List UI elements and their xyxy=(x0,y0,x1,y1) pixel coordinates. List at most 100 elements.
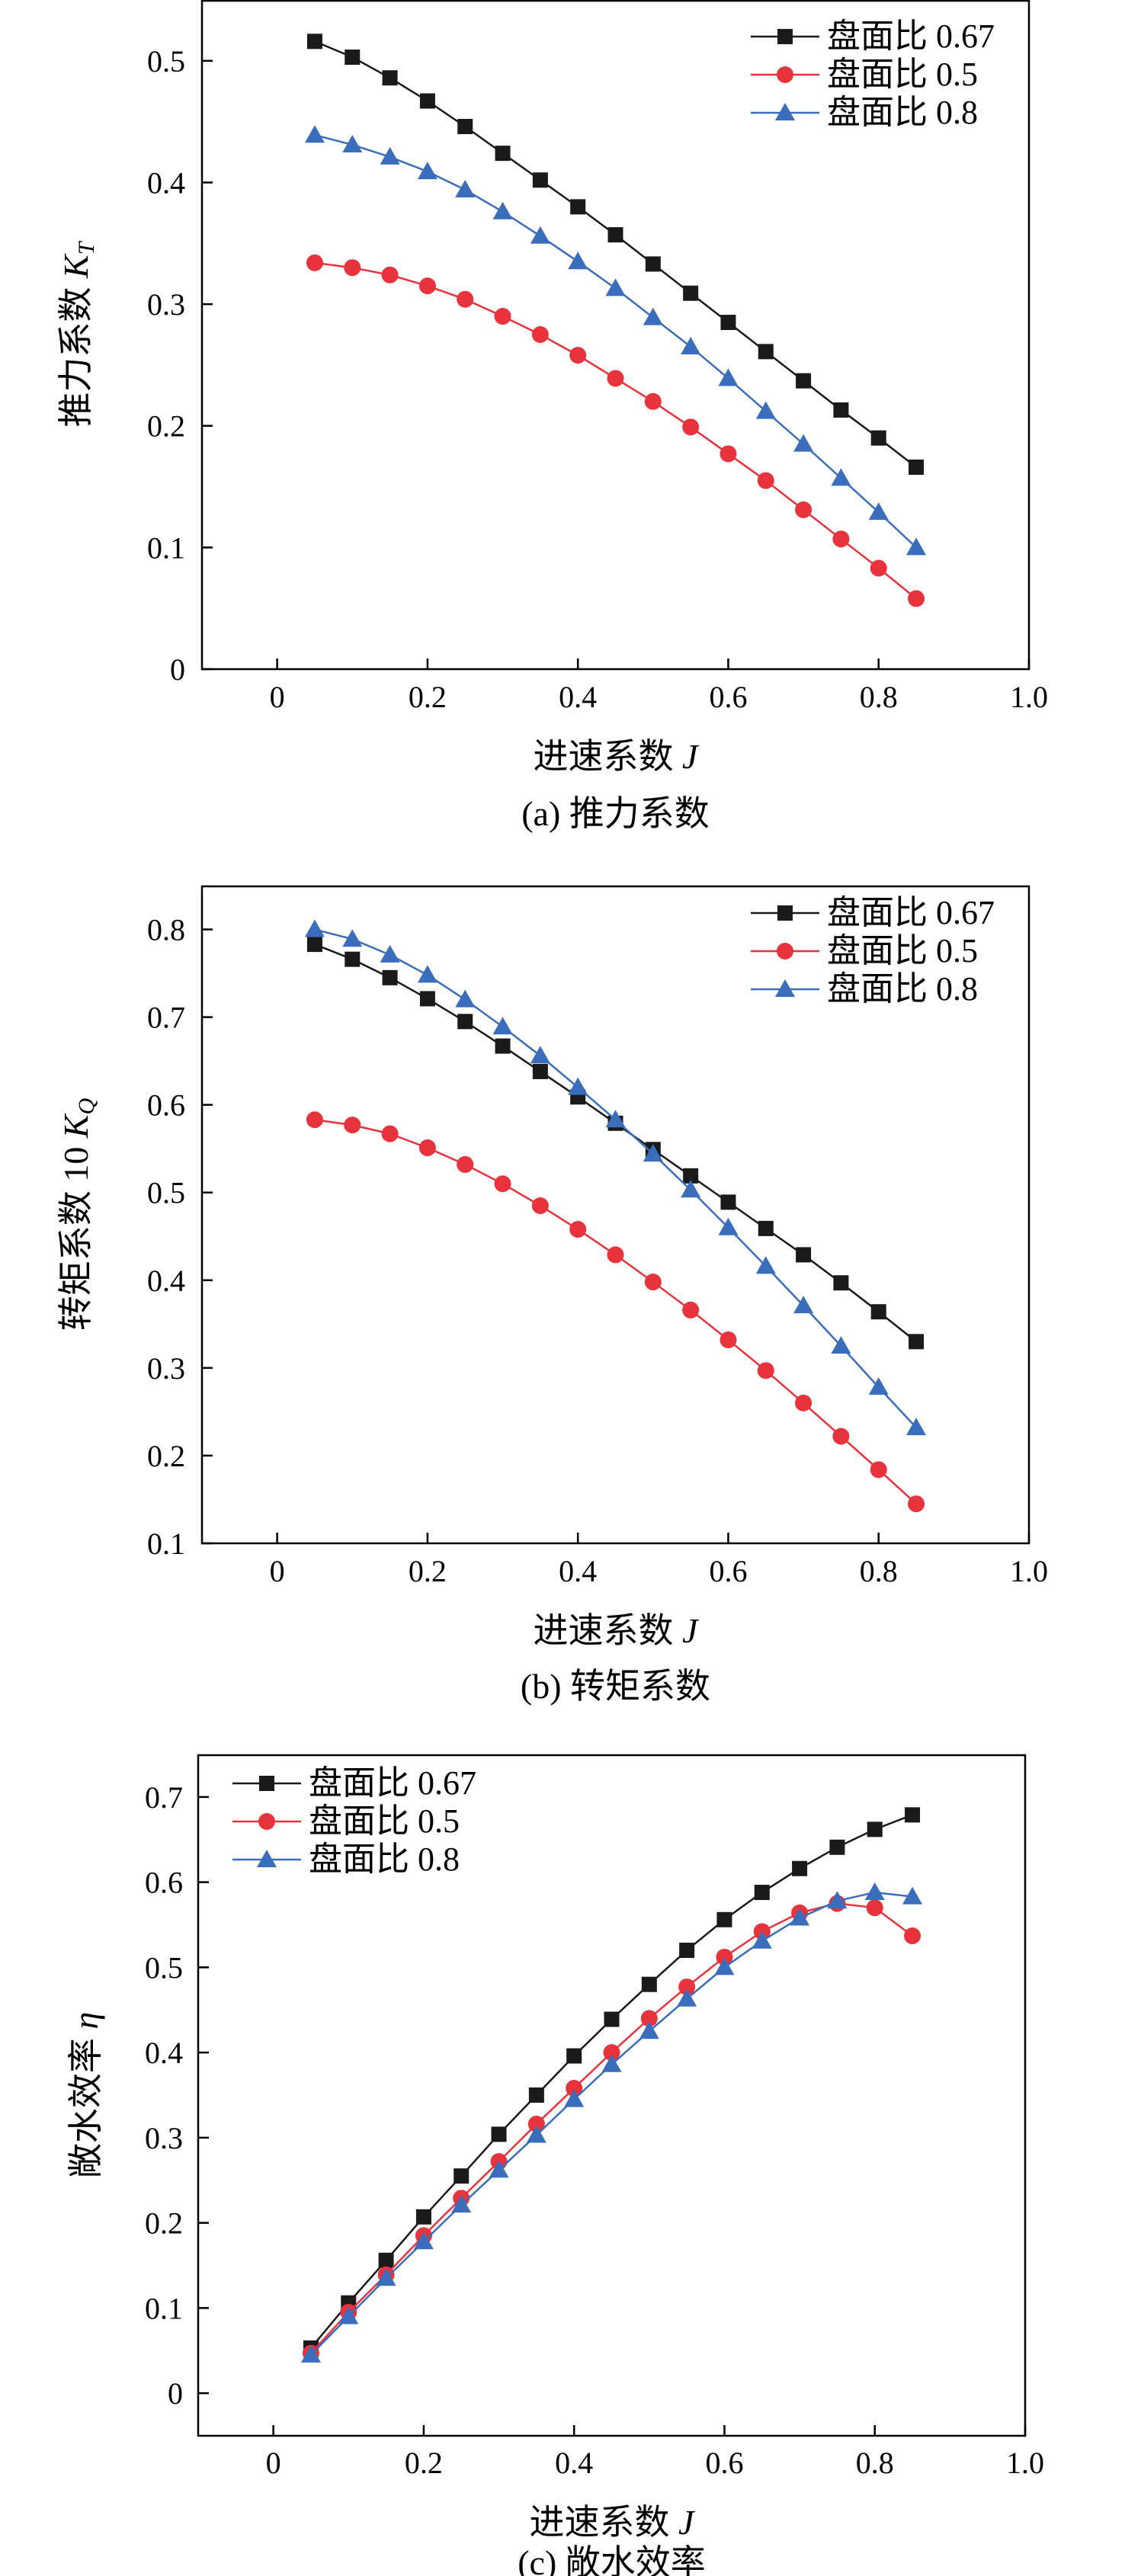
x-tick-label: 0.2 xyxy=(409,680,447,714)
data-point xyxy=(870,559,887,577)
x-tick-label: 0.8 xyxy=(860,1554,898,1588)
data-point xyxy=(793,1296,814,1314)
legend-label: 盘面比 0.8 xyxy=(827,94,978,131)
data-point xyxy=(413,2232,434,2250)
legend-item: 盘面比 0.5 xyxy=(751,932,978,969)
figure-caption: (b) 转矩系数 xyxy=(521,1667,710,1706)
x-axis-label-variable: J xyxy=(678,2503,696,2542)
chart-3: 0 0.2 0.4 0.6 0.8 1.0 0 0.1 0.2 0.3 0.4 0.5 0.6 0.7 进速… xyxy=(66,1754,1044,2576)
x-tick-label: 0.6 xyxy=(709,680,747,714)
data-point xyxy=(527,2115,545,2132)
data-point xyxy=(419,991,435,1007)
data-point xyxy=(381,266,399,284)
chart-2: 0 0.2 0.4 0.6 0.8 1.0 0.1 0.2 0.3 0.4 0.5 0.6 0.7 0.8… xyxy=(56,885,1048,1706)
data-point xyxy=(644,392,662,410)
x-tick-label: 0.8 xyxy=(860,680,898,714)
data-point xyxy=(306,34,322,50)
y-axis-label-subscript: T xyxy=(74,240,99,255)
x-axis-label: 进速系数 J xyxy=(530,2503,697,2542)
data-point xyxy=(564,2089,585,2107)
data-point xyxy=(683,285,699,301)
data-point xyxy=(342,929,363,947)
data-point xyxy=(380,146,400,165)
data-point xyxy=(906,537,927,556)
data-point xyxy=(604,2011,620,2027)
x-tick-label: 0 xyxy=(266,2446,281,2480)
data-point xyxy=(338,2306,359,2324)
y-tick-label: 0.5 xyxy=(147,1176,185,1210)
legend-label: 盘面比 0.5 xyxy=(827,56,978,93)
data-point xyxy=(454,2168,470,2184)
series-line xyxy=(314,1118,917,1505)
y-axis-label-text: 推力系数 xyxy=(56,278,95,428)
data-point xyxy=(457,119,473,135)
y-axis-label-variable: K xyxy=(56,253,95,279)
y-tick-label: 0.1 xyxy=(147,1527,185,1561)
x-tick-label: 1.0 xyxy=(1010,680,1048,714)
data-point xyxy=(718,368,739,386)
data-point xyxy=(455,989,476,1008)
y-axis-label: 敞水效率 η xyxy=(66,2012,105,2178)
plot-frame xyxy=(200,885,1030,1545)
y-tick-label: 0.3 xyxy=(147,287,185,322)
legend-label: 盘面比 0.5 xyxy=(309,1802,460,1840)
data-point xyxy=(868,1377,889,1395)
legend-marker xyxy=(259,1776,274,1791)
legend-marker xyxy=(257,1850,277,1867)
y-tick-label: 0.1 xyxy=(147,530,185,565)
data-point xyxy=(679,1943,695,1959)
data-point xyxy=(419,93,435,109)
y-tick-label: 0 xyxy=(170,652,185,687)
data-point xyxy=(757,1362,774,1379)
x-axis-label-variable: J xyxy=(682,1611,700,1650)
y-axis-label-variable: η xyxy=(66,2012,105,2030)
data-point xyxy=(530,226,550,244)
series-line xyxy=(310,1902,913,2354)
data-point xyxy=(605,278,626,296)
series-line xyxy=(310,1891,913,2356)
data-point xyxy=(864,1882,885,1901)
y-tick-label: 0.7 xyxy=(147,1001,185,1035)
y-tick-label: 0.4 xyxy=(147,165,185,200)
data-point xyxy=(568,252,588,270)
x-tick-label: 1.0 xyxy=(1010,1554,1048,1588)
chart-1: 0 0.2 0.4 0.6 0.8 1.0 0 0.1 0.2 0.3 0.4 0.5 进速系数 J 推力… xyxy=(56,0,1048,833)
data-point xyxy=(909,460,925,476)
y-tick-label: 0.4 xyxy=(145,2036,183,2070)
data-point xyxy=(451,2195,472,2213)
data-point xyxy=(495,146,511,162)
data-point xyxy=(832,530,850,548)
y-tick-label: 0.5 xyxy=(147,44,185,78)
data-point xyxy=(382,70,398,86)
series-line xyxy=(314,943,917,1343)
y-tick-label: 0.2 xyxy=(147,1439,185,1473)
legend-item: 盘面比 0.67 xyxy=(751,18,995,55)
data-point xyxy=(870,430,886,446)
legend-label: 盘面比 0.67 xyxy=(309,1764,476,1802)
data-point xyxy=(757,472,774,489)
x-tick-label: 0.4 xyxy=(559,680,597,714)
data-point xyxy=(682,418,700,436)
legend-item: 盘面比 0.67 xyxy=(751,894,995,931)
series-2 xyxy=(306,254,925,607)
y-tick-label: 0.7 xyxy=(145,1780,183,1815)
y-tick-label: 0.5 xyxy=(145,1950,183,1985)
data-point xyxy=(866,1899,883,1917)
legend-label: 盘面比 0.67 xyxy=(827,894,995,931)
y-tick-label: 0.8 xyxy=(147,913,185,947)
data-point xyxy=(376,2268,396,2286)
data-point xyxy=(306,937,322,953)
data-point xyxy=(532,172,548,188)
data-point xyxy=(607,1246,624,1264)
data-point xyxy=(532,1063,548,1079)
data-point xyxy=(569,347,587,364)
data-point xyxy=(643,307,663,325)
data-point xyxy=(755,1256,776,1274)
data-point xyxy=(344,1117,361,1134)
data-point xyxy=(342,134,363,152)
data-point xyxy=(457,1155,474,1173)
series-1 xyxy=(306,34,925,476)
series-3 xyxy=(300,1882,923,2363)
data-point xyxy=(300,2344,321,2363)
